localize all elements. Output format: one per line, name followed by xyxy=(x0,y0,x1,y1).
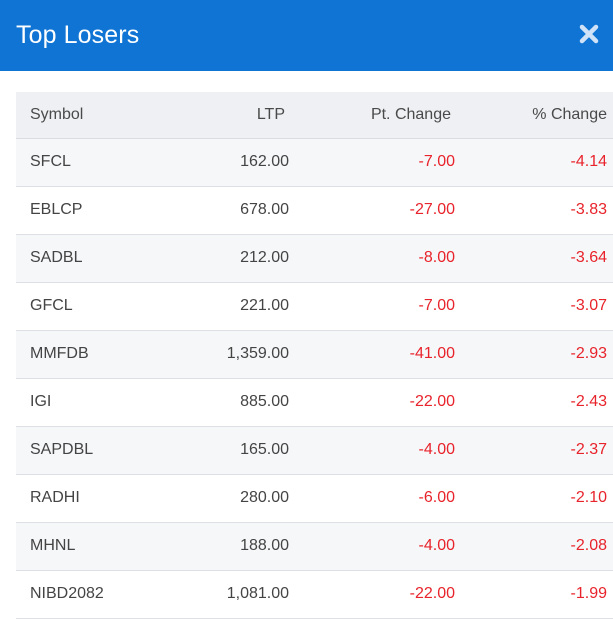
losers-table-container: Symbol LTP Pt. Change % Change SFCL 162.0… xyxy=(16,92,613,619)
cell-pt-change: -6.00 xyxy=(418,489,455,506)
column-header-symbol: Symbol xyxy=(16,92,180,139)
modal-header: Top Losers xyxy=(0,0,613,71)
cell-ltp: 221.00 xyxy=(240,297,289,314)
cell-pct-change: -4.14 xyxy=(570,153,607,170)
cell-symbol: SADBL xyxy=(30,249,83,266)
cell-pt-change: -41.00 xyxy=(409,345,455,362)
close-icon[interactable] xyxy=(579,23,599,45)
cell-symbol: NIBD2082 xyxy=(30,585,104,602)
table-body: SFCL 162.00 -7.00 -4.14 EBLCP 678.00 -27.00 -3.… xyxy=(16,138,613,618)
cell-ltp: 165.00 xyxy=(240,441,289,458)
column-header-pct-change: % Change xyxy=(455,92,613,139)
cell-symbol: RADHI xyxy=(30,489,80,506)
cell-pt-change: -22.00 xyxy=(409,585,455,602)
cell-ltp: 885.00 xyxy=(240,393,289,410)
cell-pt-change: -7.00 xyxy=(418,297,455,314)
cell-pt-change: -4.00 xyxy=(418,537,455,554)
cell-pct-change: -1.99 xyxy=(570,585,607,602)
cell-symbol: SAPDBL xyxy=(30,441,94,458)
cell-pct-change: -2.10 xyxy=(570,489,607,506)
table-row[interactable]: SFCL 162.00 -7.00 -4.14 xyxy=(16,138,613,186)
table-header-row: Symbol LTP Pt. Change % Change xyxy=(16,92,613,139)
table-row[interactable]: GFCL 221.00 -7.00 -3.07 xyxy=(16,282,613,330)
cell-pct-change: -3.83 xyxy=(570,201,607,218)
cell-ltp: 188.00 xyxy=(240,537,289,554)
cell-pt-change: -8.00 xyxy=(418,249,455,266)
table-row[interactable]: MMFDB 1,359.00 -41.00 -2.93 xyxy=(16,330,613,378)
table-row[interactable]: SAPDBL 165.00 -4.00 -2.37 xyxy=(16,426,613,474)
cell-pt-change: -7.00 xyxy=(418,153,455,170)
cell-pct-change: -3.64 xyxy=(570,249,607,266)
cell-symbol: IGI xyxy=(30,393,52,410)
cell-ltp: 280.00 xyxy=(240,489,289,506)
losers-table: Symbol LTP Pt. Change % Change SFCL 162.0… xyxy=(16,92,613,619)
cell-pt-change: -4.00 xyxy=(418,441,455,458)
column-header-ltp: LTP xyxy=(180,92,289,139)
cell-pct-change: -2.37 xyxy=(570,441,607,458)
cell-ltp: 1,081.00 xyxy=(226,585,289,602)
cell-ltp: 1,359.00 xyxy=(226,345,289,362)
cell-pct-change: -2.93 xyxy=(570,345,607,362)
column-header-pt-change: Pt. Change xyxy=(289,92,455,139)
table-row[interactable]: SADBL 212.00 -8.00 -3.64 xyxy=(16,234,613,282)
cell-symbol: EBLCP xyxy=(30,201,83,218)
cell-symbol: MHNL xyxy=(30,537,76,554)
cell-pt-change: -27.00 xyxy=(409,201,455,218)
cell-ltp: 162.00 xyxy=(240,153,289,170)
table-row[interactable]: EBLCP 678.00 -27.00 -3.83 xyxy=(16,186,613,234)
cell-pct-change: -2.08 xyxy=(570,537,607,554)
table-row[interactable]: MHNL 188.00 -4.00 -2.08 xyxy=(16,522,613,570)
cell-symbol: MMFDB xyxy=(30,345,89,362)
cell-pt-change: -22.00 xyxy=(409,393,455,410)
modal-title: Top Losers xyxy=(16,21,140,49)
cell-pct-change: -3.07 xyxy=(570,297,607,314)
table-row[interactable]: RADHI 280.00 -6.00 -2.10 xyxy=(16,474,613,522)
table-row[interactable]: IGI 885.00 -22.00 -2.43 xyxy=(16,378,613,426)
cell-ltp: 212.00 xyxy=(240,249,289,266)
cell-symbol: GFCL xyxy=(30,297,73,314)
cell-ltp: 678.00 xyxy=(240,201,289,218)
cell-symbol: SFCL xyxy=(30,153,71,170)
table-row[interactable]: NIBD2082 1,081.00 -22.00 -1.99 xyxy=(16,570,613,618)
cell-pct-change: -2.43 xyxy=(570,393,607,410)
